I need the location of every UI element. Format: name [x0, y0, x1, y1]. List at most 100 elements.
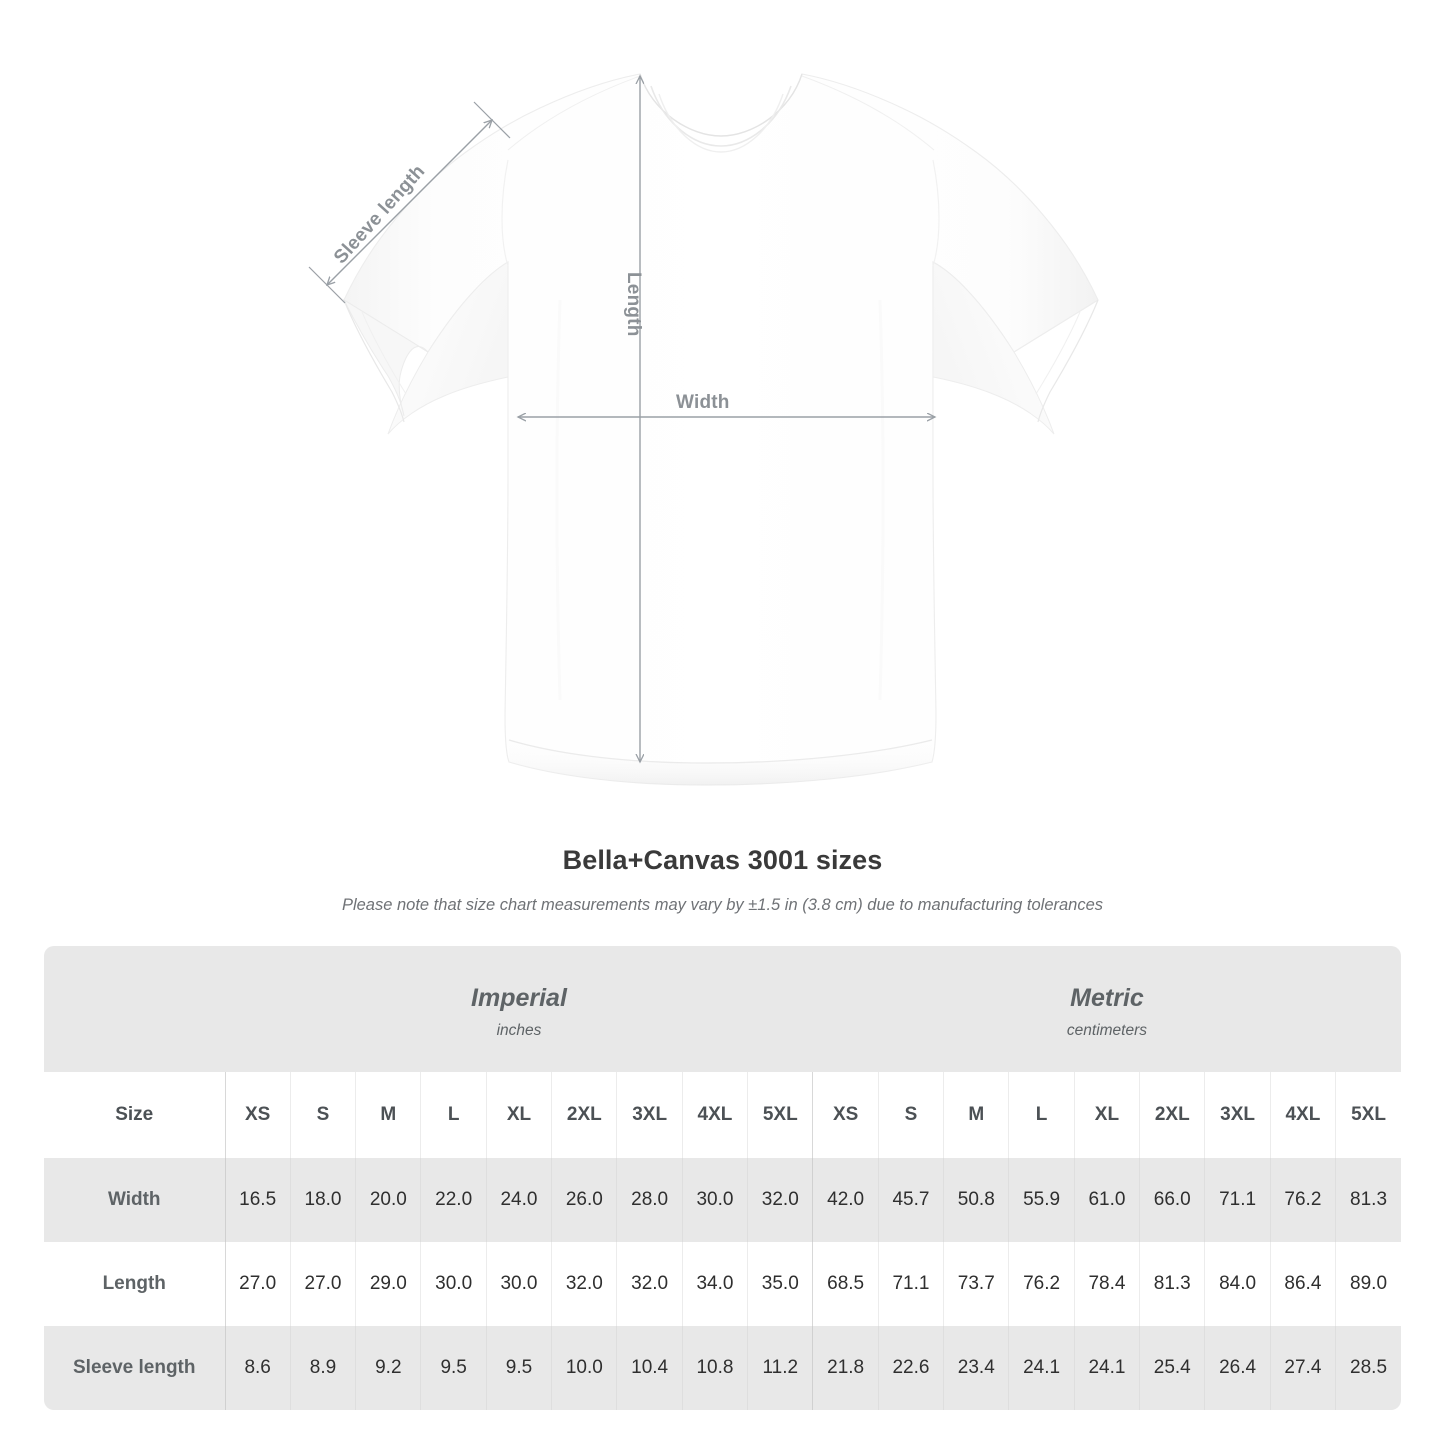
- cell-width-metric-l: 55.9: [1008, 1158, 1075, 1242]
- column-header-imperial-xs: XS: [225, 1072, 291, 1158]
- unit-banner-imperial: Imperial inches: [225, 946, 813, 1072]
- row-label-length: Length: [44, 1242, 226, 1326]
- cell-sleeve-length-imperial-l: 9.5: [420, 1326, 487, 1410]
- column-header-metric-m: M: [943, 1072, 1010, 1158]
- table-header-row: Size XS S M L XL 2XL 3XL 4XL 5XL XS S M L XL 2XL 3XL 4XL 5…: [44, 1072, 1401, 1158]
- column-header-imperial-xl: XL: [486, 1072, 553, 1158]
- cell-length-imperial-s: 27.0: [290, 1242, 357, 1326]
- cell-sleeve-length-metric-s: 22.6: [878, 1326, 945, 1410]
- cell-width-metric-s: 45.7: [878, 1158, 945, 1242]
- cell-width-metric-xs: 42.0: [812, 1158, 879, 1242]
- cell-width-imperial-5xl: 32.0: [747, 1158, 814, 1242]
- cell-width-metric-xl: 61.0: [1074, 1158, 1141, 1242]
- size-chart-table-wrapper: Imperial inches Metric centimeters Size X…: [44, 946, 1401, 1410]
- cell-sleeve-length-metric-xl: 24.1: [1074, 1326, 1141, 1410]
- cell-length-metric-5xl: 89.0: [1335, 1242, 1401, 1326]
- column-header-metric-2xl: 2XL: [1139, 1072, 1206, 1158]
- cell-sleeve-length-imperial-xs: 8.6: [225, 1326, 291, 1410]
- column-header-imperial-s: S: [290, 1072, 357, 1158]
- cell-sleeve-length-metric-l: 24.1: [1008, 1326, 1075, 1410]
- metric-sub: centimeters: [1066, 1021, 1148, 1039]
- cell-width-metric-m: 50.8: [943, 1158, 1010, 1242]
- cell-length-metric-xl: 78.4: [1074, 1242, 1141, 1326]
- cell-sleeve-length-metric-3xl: 26.4: [1204, 1326, 1271, 1410]
- cell-length-metric-xs: 68.5: [812, 1242, 879, 1326]
- cell-length-metric-s: 71.1: [878, 1242, 945, 1326]
- column-header-imperial-l: L: [420, 1072, 487, 1158]
- unit-banner-metric: Metric centimeters: [812, 946, 1401, 1072]
- table-row: Sleeve length 8.6 8.9 9.2 9.5 9.5 10.0 10.4 10.8…: [44, 1326, 1401, 1410]
- sleeve-tick-bottom: [308, 266, 346, 304]
- imperial-sub: inches: [496, 1021, 542, 1039]
- cell-width-imperial-xs: 16.5: [225, 1158, 291, 1242]
- cell-width-imperial-s: 18.0: [290, 1158, 357, 1242]
- column-header-size: Size: [44, 1072, 226, 1158]
- chart-heading-block: Bella+Canvas 3001 sizes Please note that…: [0, 845, 1445, 915]
- cell-length-imperial-m: 29.0: [355, 1242, 422, 1326]
- measurement-lines: [308, 76, 935, 762]
- cell-width-imperial-3xl: 28.0: [616, 1158, 683, 1242]
- cell-length-imperial-4xl: 34.0: [682, 1242, 749, 1326]
- tshirt-illustration: [308, 73, 1099, 786]
- cell-sleeve-length-imperial-3xl: 10.4: [616, 1326, 683, 1410]
- cell-length-metric-4xl: 86.4: [1270, 1242, 1337, 1326]
- cell-sleeve-length-imperial-xl: 9.5: [486, 1326, 553, 1410]
- width-label: Width: [676, 392, 730, 413]
- tshirt-diagram: Width Length Sleeve length: [308, 73, 1099, 786]
- column-header-metric-5xl: 5XL: [1335, 1072, 1401, 1158]
- cell-length-imperial-xs: 27.0: [225, 1242, 291, 1326]
- sleeve-tick-top: [473, 101, 511, 139]
- column-header-metric-4xl: 4XL: [1270, 1072, 1337, 1158]
- cell-sleeve-length-imperial-m: 9.2: [355, 1326, 422, 1410]
- cell-length-imperial-5xl: 35.0: [747, 1242, 814, 1326]
- cell-sleeve-length-metric-m: 23.4: [943, 1326, 1010, 1410]
- column-header-metric-l: L: [1008, 1072, 1075, 1158]
- row-label-width: Width: [44, 1158, 226, 1242]
- metric-name: Metric: [1070, 984, 1144, 1013]
- column-header-imperial-3xl: 3XL: [616, 1072, 683, 1158]
- unit-banner-row: Imperial inches Metric centimeters: [44, 946, 1401, 1072]
- cell-length-metric-l: 76.2: [1008, 1242, 1075, 1326]
- cell-width-imperial-l: 22.0: [420, 1158, 487, 1242]
- cell-length-imperial-2xl: 32.0: [551, 1242, 618, 1326]
- shirt-body-shape: [342, 73, 1099, 786]
- cell-width-imperial-xl: 24.0: [486, 1158, 553, 1242]
- cell-width-imperial-2xl: 26.0: [551, 1158, 618, 1242]
- table-row: Width 16.5 18.0 20.0 22.0 24.0 26.0 28.0 30.0 32.…: [44, 1158, 1401, 1242]
- cell-width-metric-2xl: 66.0: [1139, 1158, 1206, 1242]
- length-label: Length: [623, 272, 644, 337]
- cell-length-metric-3xl: 84.0: [1204, 1242, 1271, 1326]
- column-header-imperial-2xl: 2XL: [551, 1072, 618, 1158]
- cell-sleeve-length-metric-5xl: 28.5: [1335, 1326, 1401, 1410]
- cell-length-metric-2xl: 81.3: [1139, 1242, 1206, 1326]
- cell-length-imperial-xl: 30.0: [486, 1242, 553, 1326]
- column-header-imperial-5xl: 5XL: [747, 1072, 814, 1158]
- cell-length-imperial-3xl: 32.0: [616, 1242, 683, 1326]
- page-title: Bella+Canvas 3001 sizes: [562, 845, 883, 875]
- column-header-imperial-m: M: [355, 1072, 422, 1158]
- cell-sleeve-length-imperial-4xl: 10.8: [682, 1326, 749, 1410]
- cell-sleeve-length-metric-2xl: 25.4: [1139, 1326, 1206, 1410]
- cell-sleeve-length-imperial-5xl: 11.2: [747, 1326, 814, 1410]
- unit-banner-spacer: [44, 946, 225, 1072]
- row-label-sleeve-length: Sleeve length: [44, 1326, 226, 1410]
- size-chart-table: Imperial inches Metric centimeters Size X…: [44, 946, 1401, 1410]
- cell-width-imperial-m: 20.0: [355, 1158, 422, 1242]
- column-header-metric-xl: XL: [1074, 1072, 1141, 1158]
- cell-sleeve-length-metric-xs: 21.8: [812, 1326, 879, 1410]
- cell-sleeve-length-imperial-2xl: 10.0: [551, 1326, 618, 1410]
- imperial-name: Imperial: [471, 984, 567, 1013]
- column-header-metric-s: S: [878, 1072, 945, 1158]
- column-header-metric-3xl: 3XL: [1204, 1072, 1271, 1158]
- cell-sleeve-length-metric-4xl: 27.4: [1270, 1326, 1337, 1410]
- cell-length-metric-m: 73.7: [943, 1242, 1010, 1326]
- cell-width-metric-4xl: 76.2: [1270, 1158, 1337, 1242]
- column-header-metric-xs: XS: [812, 1072, 879, 1158]
- cell-sleeve-length-imperial-s: 8.9: [290, 1326, 357, 1410]
- cell-length-imperial-l: 30.0: [420, 1242, 487, 1326]
- table-row: Length 27.0 27.0 29.0 30.0 30.0 32.0 32.0 34.0 35…: [44, 1242, 1401, 1326]
- column-header-imperial-4xl: 4XL: [682, 1072, 749, 1158]
- cell-width-metric-5xl: 81.3: [1335, 1158, 1401, 1242]
- sleeve-arrow: [327, 120, 492, 285]
- cell-width-metric-3xl: 71.1: [1204, 1158, 1271, 1242]
